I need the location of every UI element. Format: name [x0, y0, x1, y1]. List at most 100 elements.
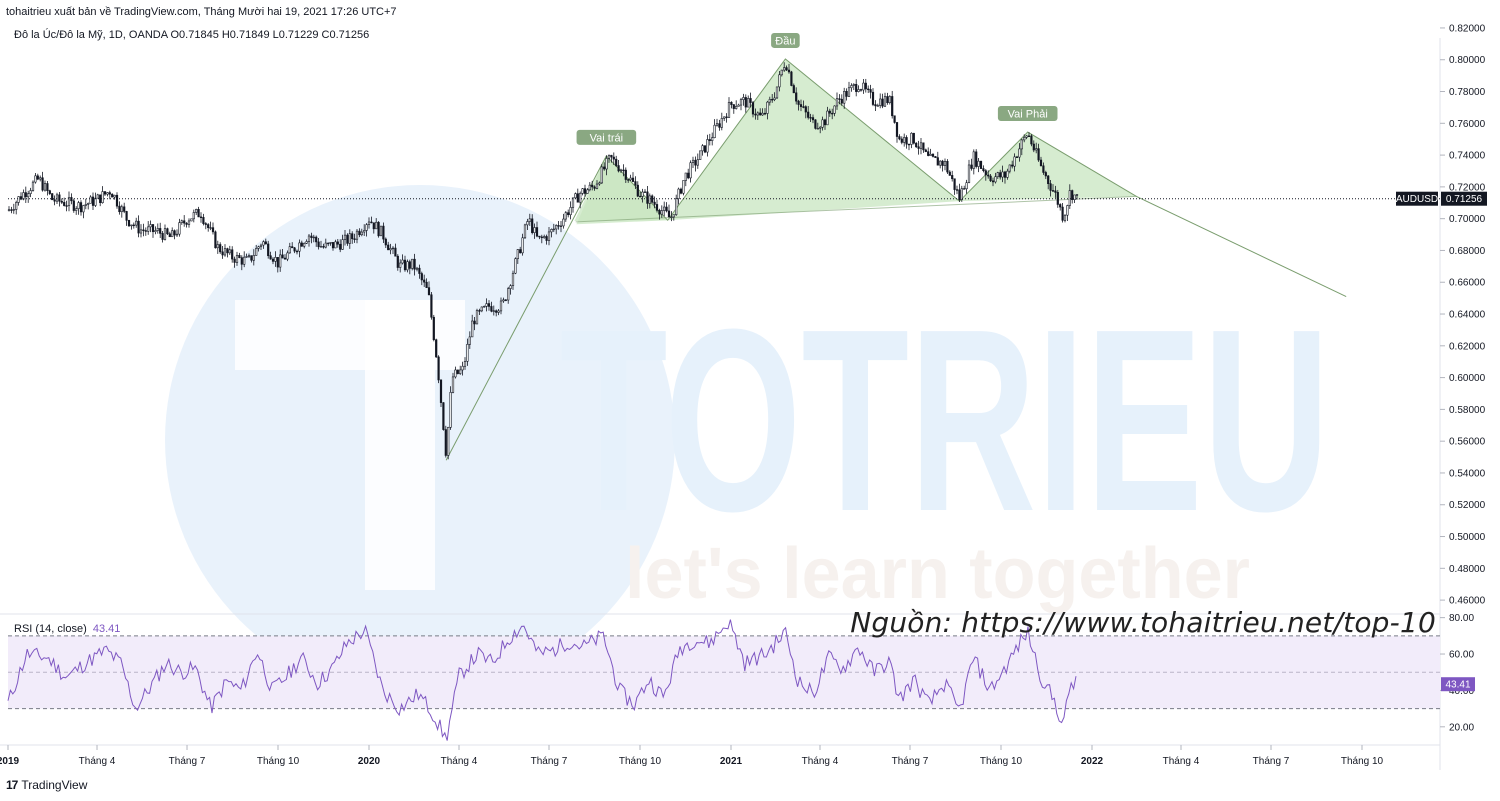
candle-body: [483, 306, 486, 308]
candle-body: [891, 96, 894, 117]
candle-body: [46, 183, 49, 191]
candle-body: [473, 320, 476, 325]
candle-body: [682, 180, 685, 194]
candle-body: [655, 204, 659, 211]
candle-body: [103, 191, 107, 195]
rsi-y-tick-label: 20.00: [1449, 722, 1474, 733]
x-tick-label: Tháng 7: [169, 756, 206, 767]
price-y-tick-label: 0.72000: [1449, 182, 1486, 193]
candle-body: [41, 177, 44, 191]
candle-body: [783, 67, 786, 71]
candle-body: [778, 74, 781, 88]
candle-body: [533, 227, 536, 233]
candle-body: [139, 229, 143, 234]
candle-body: [994, 176, 997, 183]
candle-body: [742, 97, 745, 100]
candle-body: [862, 82, 865, 91]
candle-body: [528, 218, 531, 222]
candle-body: [763, 112, 767, 115]
candle-body: [591, 184, 594, 188]
candle-body: [934, 156, 937, 158]
candle-body: [509, 285, 512, 289]
candle-body: [447, 427, 450, 456]
candle-body: [523, 224, 527, 239]
candle-body: [912, 132, 915, 144]
candle-body: [867, 88, 870, 91]
candle-body: [490, 306, 493, 312]
candle-body: [197, 209, 200, 218]
candle-body: [257, 246, 260, 249]
candle-body: [1037, 148, 1040, 161]
candle-body: [996, 172, 999, 178]
candle-body: [375, 221, 378, 230]
candle-body: [588, 184, 591, 191]
candle-body: [691, 159, 695, 163]
candle-body: [975, 151, 978, 167]
candle-body: [519, 249, 522, 254]
candle-body: [154, 230, 157, 233]
candle-body: [43, 183, 47, 191]
candle-body: [895, 122, 899, 137]
candle-body: [787, 69, 791, 73]
candle-body: [79, 202, 83, 213]
candle-body: [888, 96, 891, 104]
price-y-tick-label: 0.80000: [1449, 55, 1486, 66]
candle-body: [15, 202, 18, 210]
candle-body: [999, 172, 1002, 178]
candle-body: [907, 143, 911, 146]
candle-body: [226, 248, 229, 254]
candle-body: [543, 236, 546, 239]
candle-body: [63, 202, 66, 206]
candle-body: [687, 172, 690, 179]
candle-body: [547, 231, 551, 241]
candle-body: [903, 137, 906, 143]
candle-body: [175, 233, 179, 236]
candle-body: [569, 207, 572, 216]
candle-body: [168, 233, 171, 238]
candle-body: [10, 209, 13, 211]
candle-body: [538, 235, 541, 238]
candle-body: [1020, 139, 1023, 150]
candle-body: [706, 139, 709, 153]
candle-body: [120, 206, 123, 213]
candle-body: [826, 110, 829, 126]
candle-body: [303, 243, 306, 247]
candle-body: [178, 222, 181, 235]
rsi-y-axis[interactable]: 80.00 60.00 40.00 20.00: [1440, 613, 1474, 733]
time-x-axis[interactable]: 2019 Tháng 4 Tháng 7 Tháng 10 2020 Tháng 4 Thá…: [0, 745, 1384, 767]
price-y-axis[interactable]: 0.82000 0.80000 0.78000 0.76000 0.74000 0.720…: [1440, 23, 1486, 607]
candle-body: [792, 85, 795, 94]
symbol-tag-bg: [1396, 191, 1438, 206]
candle-body: [149, 224, 152, 228]
candle-body: [367, 221, 371, 225]
candle-body: [370, 221, 373, 224]
x-tick-label: Tháng 4: [79, 756, 116, 767]
candle-body: [281, 254, 284, 259]
candle-body: [307, 235, 311, 242]
last-price-tag-bg: [1441, 191, 1487, 206]
x-tick-label: Tháng 10: [619, 756, 662, 767]
candle-body: [807, 111, 810, 118]
price-y-tick-label: 0.70000: [1449, 214, 1486, 225]
candle-body: [466, 344, 469, 362]
rsi-band-lines: [8, 635, 1440, 710]
pattern-label-text: Vai Phải: [1008, 109, 1048, 121]
candle-body: [970, 164, 973, 169]
candle-body: [737, 104, 740, 107]
candle-body: [173, 230, 176, 236]
candle-body: [199, 216, 203, 218]
candle-body: [60, 200, 63, 203]
candle-body: [53, 199, 56, 202]
candle-body: [977, 160, 980, 167]
candle-body: [989, 175, 992, 182]
candle-body: [838, 98, 841, 100]
candle-body: [732, 104, 735, 109]
candle-body: [1054, 190, 1057, 193]
candle-body: [696, 159, 699, 166]
candle-body: [334, 241, 337, 249]
candle-body: [24, 192, 27, 198]
candle-body: [883, 96, 887, 107]
candle-body: [749, 98, 752, 103]
footer-brand[interactable]: 17 TradingView: [6, 778, 87, 792]
